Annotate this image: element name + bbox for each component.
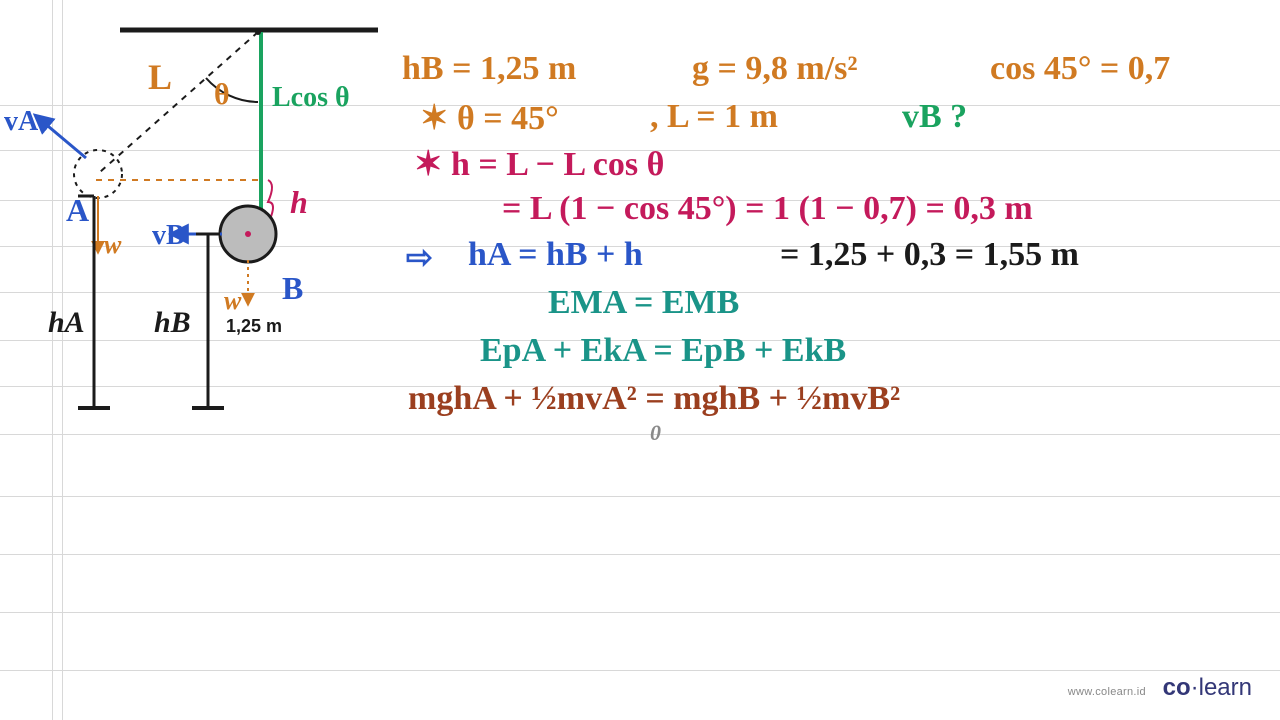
vA-arrow <box>36 116 86 158</box>
eq-energy-expand: mghA + ½mvA² = mghB + ½mvB² <box>408 380 900 418</box>
point-A-circle <box>74 150 122 198</box>
brand-learn: learn <box>1199 674 1252 701</box>
label-vA: vA <box>4 106 38 138</box>
ball-center <box>245 231 251 237</box>
string-L <box>100 32 258 172</box>
label-theta: θ <box>214 78 230 112</box>
pivot-point <box>255 29 261 35</box>
label-hB: hB <box>154 306 191 340</box>
label-wB: w <box>224 286 241 316</box>
brand-url: www.colearn.id <box>1068 686 1146 698</box>
ruled-line <box>0 496 1280 497</box>
label-L: L <box>148 56 172 98</box>
ruled-line <box>0 670 1280 671</box>
label-vB: vB <box>152 220 185 252</box>
brand-co: co <box>1163 674 1191 701</box>
ruled-line <box>0 612 1280 613</box>
eq-hA-calc: = 1,25 + 0,3 = 1,55 m <box>780 236 1079 274</box>
eq-h-calc: = L (1 − cos 45°) = 1 (1 − 0,7) = 0,3 m <box>502 190 1033 228</box>
eq-EM: EMA = EMB <box>548 284 739 322</box>
eq-L: , L = 1 m <box>650 98 778 136</box>
label-hA: hA <box>48 306 85 340</box>
eq-arrow-icon: ⇨ <box>406 238 433 276</box>
eq-theta: ✶ θ = 45° <box>420 98 559 138</box>
pendulum-diagram <box>0 0 400 440</box>
label-A: A <box>66 192 89 229</box>
label-Lcos: Lcos θ <box>272 82 350 114</box>
eq-zero-note: 0 <box>650 420 661 446</box>
eq-EpEk: EpA + EkA = EpB + EkB <box>480 332 846 370</box>
eq-cos45: cos 45° = 0,7 <box>990 50 1170 88</box>
eq-hA-sum: hA = hB + h <box>468 236 643 274</box>
label-h: h <box>290 184 308 221</box>
eq-vb-question: vB ? <box>902 98 967 136</box>
label-B: B <box>282 270 303 307</box>
brand-logo: www.colearn.id co·learn <box>1068 674 1252 702</box>
label-wA: w <box>104 230 121 260</box>
brand-dot: · <box>1191 674 1199 701</box>
eq-hb: hB = 1,25 m <box>402 50 576 88</box>
eq-g: g = 9,8 m/s² <box>692 50 858 88</box>
eq-h-formula: ✶ h = L − L cos θ <box>414 144 664 184</box>
label-125m: 1,25 m <box>226 316 282 337</box>
ruled-line <box>0 554 1280 555</box>
